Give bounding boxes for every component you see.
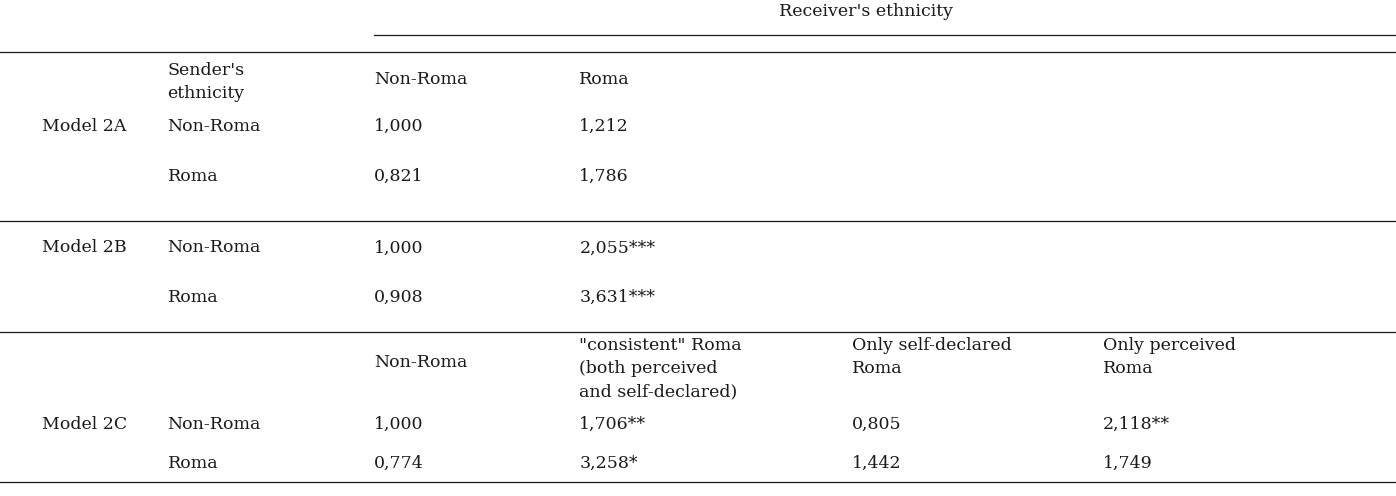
Text: Non-Roma: Non-Roma bbox=[168, 240, 261, 256]
Text: Roma: Roma bbox=[579, 71, 630, 88]
Text: Non-Roma: Non-Roma bbox=[168, 118, 261, 135]
Text: 0,774: 0,774 bbox=[374, 455, 424, 472]
Text: 2,055***: 2,055*** bbox=[579, 240, 656, 256]
Text: Non-Roma: Non-Roma bbox=[374, 354, 468, 371]
Text: Only self-declared
Roma: Only self-declared Roma bbox=[852, 337, 1011, 377]
Text: 0,805: 0,805 bbox=[852, 416, 902, 433]
Text: 1,212: 1,212 bbox=[579, 118, 630, 135]
Text: 2,118**: 2,118** bbox=[1103, 416, 1170, 433]
Text: 1,442: 1,442 bbox=[852, 455, 902, 472]
Text: 0,908: 0,908 bbox=[374, 289, 424, 306]
Text: 1,786: 1,786 bbox=[579, 168, 630, 185]
Text: Receiver's ethnicity: Receiver's ethnicity bbox=[779, 3, 952, 20]
Text: Non-Roma: Non-Roma bbox=[374, 71, 468, 88]
Text: Roma: Roma bbox=[168, 168, 218, 185]
Text: Roma: Roma bbox=[168, 455, 218, 472]
Text: Only perceived
Roma: Only perceived Roma bbox=[1103, 337, 1235, 377]
Text: Model 2B: Model 2B bbox=[42, 240, 127, 256]
Text: 0,821: 0,821 bbox=[374, 168, 424, 185]
Text: Sender's
ethnicity: Sender's ethnicity bbox=[168, 62, 244, 103]
Text: Model 2C: Model 2C bbox=[42, 416, 127, 433]
Text: 1,000: 1,000 bbox=[374, 240, 423, 256]
Text: Roma: Roma bbox=[168, 289, 218, 306]
Text: "consistent" Roma
(both perceived
and self-declared): "consistent" Roma (both perceived and se… bbox=[579, 337, 741, 400]
Text: 3,631***: 3,631*** bbox=[579, 289, 655, 306]
Text: Model 2A: Model 2A bbox=[42, 118, 126, 135]
Text: 1,000: 1,000 bbox=[374, 118, 423, 135]
Text: 1,706**: 1,706** bbox=[579, 416, 646, 433]
Text: 3,258*: 3,258* bbox=[579, 455, 638, 472]
Text: 1,749: 1,749 bbox=[1103, 455, 1153, 472]
Text: Non-Roma: Non-Roma bbox=[168, 416, 261, 433]
Text: 1,000: 1,000 bbox=[374, 416, 423, 433]
